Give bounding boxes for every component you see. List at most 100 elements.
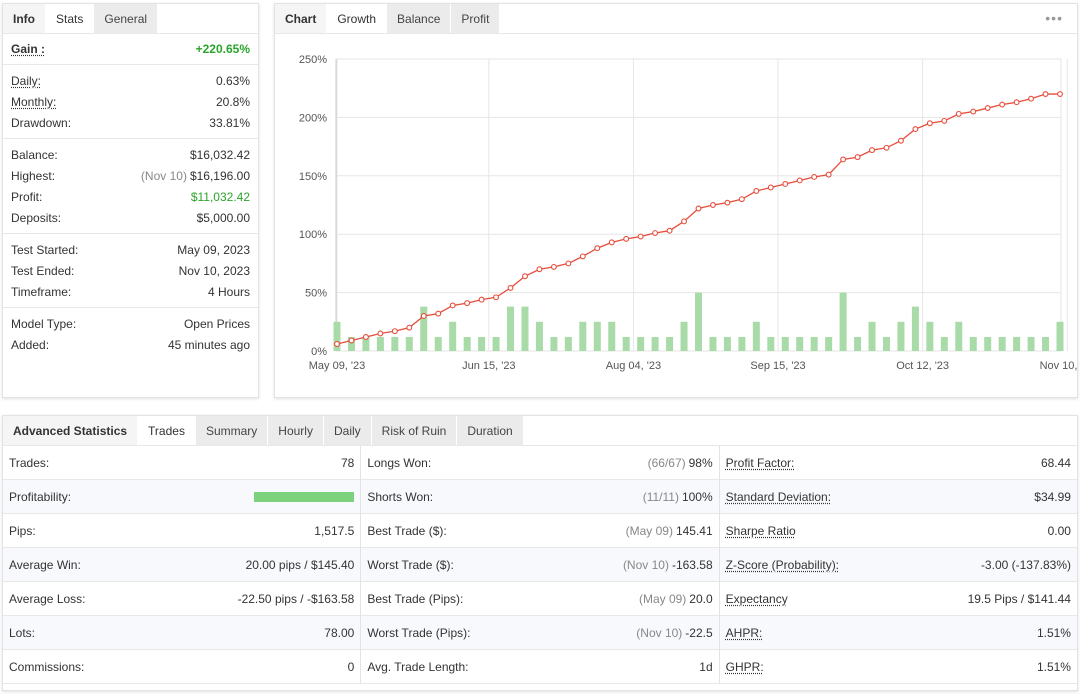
stat-value-text: 68.44 (1040, 455, 1071, 470)
tab-hourly[interactable]: Hourly (268, 416, 324, 445)
volume-bar (723, 336, 731, 351)
stat-value-text: 78.00 (324, 625, 355, 640)
growth-point (970, 108, 977, 115)
tab-info[interactable]: Info (3, 4, 46, 33)
tab-stats[interactable]: Stats (46, 4, 95, 33)
tab-trades[interactable]: Trades (138, 416, 196, 445)
stat-label: Added: (11, 337, 50, 352)
growth-point (1013, 99, 1020, 106)
growth-point (796, 177, 803, 184)
tab-risk-of-ruin[interactable]: Risk of Ruin (371, 416, 458, 445)
growth-point (522, 273, 528, 280)
tab-advanced-statistics[interactable]: Advanced Statistics (3, 416, 139, 445)
stat-value-text: -3.00 (-137.83%) (980, 557, 1071, 572)
y-tick-label: 0% (311, 346, 327, 358)
growth-point (391, 328, 398, 335)
growth-point (478, 296, 485, 303)
stat-label[interactable]: Standard Deviation: (725, 489, 832, 504)
growth-chart: 250% 200% 150% 100% 50% 0% May 09, '23 Jun 15, … (299, 54, 1077, 372)
gain-label[interactable]: Gain : (11, 41, 46, 56)
volume-bar (593, 321, 601, 351)
stat-value-text: 100% (681, 489, 713, 504)
stat-value: 68.44 (1041, 456, 1071, 470)
volume-bar (839, 292, 847, 351)
tab-balance[interactable]: Balance (387, 4, 452, 33)
growth-point (897, 137, 904, 144)
tab-summary[interactable]: Summary (195, 416, 269, 445)
stat-value-text: 45 minutes ago (167, 337, 250, 352)
volume-bar (651, 336, 659, 351)
growth-point (782, 181, 789, 187)
volume-bar (984, 336, 992, 351)
stat-value-text: -22.5 (685, 625, 713, 640)
stat-label: Profitability: (9, 489, 72, 504)
growth-point (941, 117, 948, 124)
growth-point (825, 171, 832, 178)
stat-label: Pips: (9, 523, 36, 538)
stat-row-profit: Profit: $11,032.42 (3, 186, 258, 207)
growth-point (652, 230, 659, 236)
x-tick-label: Aug 04, '23 (606, 360, 661, 372)
stat-label[interactable]: Sharpe Ratio (725, 523, 796, 538)
stat-label[interactable]: GHPR: (725, 659, 764, 674)
stat-label: Lots: (9, 625, 36, 640)
stat-label[interactable]: Expectancy (725, 591, 788, 606)
stat-value: -3.00 (-137.83%) (981, 558, 1071, 572)
stat-label[interactable]: Z-Score (Probability): (725, 557, 840, 572)
stats-column-2: Longs Won: (66/67) 98% Shorts Won: (11/11) 10… (360, 446, 719, 684)
stat-value: -22.50 pips / -$163.58 (238, 592, 355, 606)
stat-value-text: $11,032.42 (190, 189, 250, 204)
tab-chart[interactable]: Chart (275, 4, 328, 33)
y-tick-label: 200% (299, 112, 327, 124)
stat-value-text: 20.00 pips / $145.40 (245, 557, 355, 572)
stat-date: (May 09) (625, 523, 673, 538)
stats-column-3: Profit Factor: 68.44 Standard Deviation: $3… (718, 446, 1077, 684)
stat-value-text: 1d (699, 659, 713, 674)
stat-value-text: 33.81% (209, 115, 250, 130)
y-tick-label: 100% (299, 229, 327, 241)
volume-bar (882, 336, 890, 351)
stat-row-best-trade-pips: Best Trade (Pips): (May 09) 20.0 (361, 582, 719, 616)
growth-point (377, 330, 384, 337)
growth-point (536, 266, 543, 273)
tab-duration[interactable]: Duration (457, 416, 524, 445)
volume-bar (926, 321, 934, 351)
stat-label[interactable]: Monthly: (11, 94, 57, 109)
tab-general[interactable]: General (94, 4, 159, 33)
stat-label: Test Ended: (11, 263, 75, 278)
stat-value: Open Prices (184, 317, 250, 331)
chart-tabs: Chart Growth Balance Profit (275, 4, 1077, 34)
growth-point (695, 205, 702, 212)
tab-profit[interactable]: Profit (451, 4, 501, 33)
stat-value: 78 (341, 456, 354, 470)
stat-label: Best Trade ($): (367, 523, 447, 538)
volume-bar (478, 336, 486, 351)
volume-bar (492, 336, 500, 351)
volume-bar (695, 292, 702, 351)
volume-bar (449, 321, 457, 351)
stat-label: Best Trade (Pips): (367, 591, 464, 606)
more-dots-icon[interactable]: ••• (1045, 10, 1063, 26)
tab-daily[interactable]: Daily (323, 416, 372, 445)
stat-value-text: 20.0 (689, 591, 713, 606)
growth-point (984, 105, 991, 112)
y-tick-label: 50% (305, 288, 327, 300)
growth-point (1057, 91, 1063, 97)
y-tick-label: 250% (299, 54, 327, 66)
stat-label[interactable]: AHPR: (725, 625, 763, 640)
stat-label: Test Started: (11, 242, 79, 257)
stat-value: (May 09) 20.0 (639, 592, 713, 606)
growth-point (550, 263, 557, 270)
tab-growth[interactable]: Growth (327, 4, 388, 33)
stat-row-pips: Pips: 1,517.5 (3, 514, 361, 548)
volume-bar (666, 336, 674, 351)
growth-point (811, 174, 818, 180)
growth-point (623, 235, 630, 242)
stat-label[interactable]: Daily: (11, 73, 42, 88)
stat-row-ghpr: GHPR: 1.51% (719, 650, 1077, 684)
volume-bar (781, 336, 789, 351)
stat-value-text: -22.50 pips / -$163.58 (237, 591, 355, 606)
stat-value: 0 (348, 660, 355, 674)
stat-row-avg-trade-length: Avg. Trade Length: 1d (361, 650, 719, 684)
stat-label[interactable]: Profit Factor: (725, 455, 795, 470)
